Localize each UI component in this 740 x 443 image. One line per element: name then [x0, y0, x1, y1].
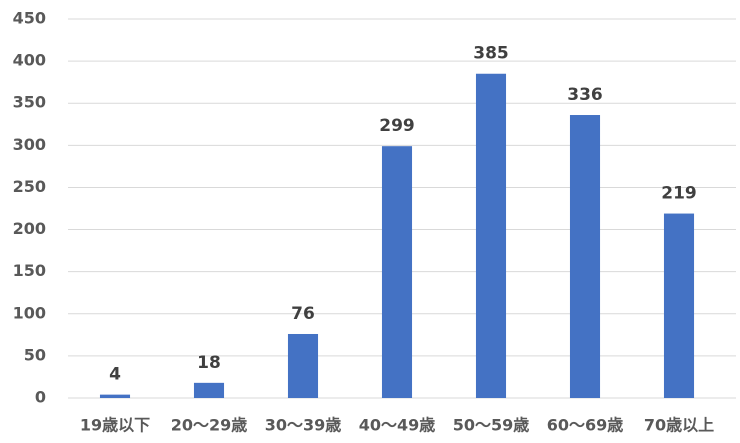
bar	[99, 394, 131, 398]
y-tick-label: 350	[13, 93, 46, 112]
bar	[193, 382, 225, 398]
x-tick-label: 60〜69歳	[547, 416, 624, 435]
y-tick-label: 450	[13, 9, 46, 28]
x-tick-label: 40〜49歳	[359, 416, 436, 435]
bar	[475, 73, 507, 398]
y-tick-label: 400	[13, 51, 46, 70]
y-tick-label: 0	[35, 388, 46, 407]
bar	[381, 146, 413, 398]
bar	[663, 213, 695, 398]
y-tick-label: 100	[13, 303, 46, 322]
bar	[287, 333, 319, 398]
y-tick-label: 200	[13, 219, 46, 238]
x-tick-label: 70歳以上	[644, 416, 714, 435]
x-tick-label: 19歳以下	[80, 416, 150, 435]
x-tick-label: 20〜29歳	[171, 416, 248, 435]
data-label: 385	[473, 44, 509, 64]
x-tick-label: 50〜59歳	[453, 416, 530, 435]
bar	[569, 115, 601, 398]
y-tick-label: 50	[24, 345, 46, 364]
data-label: 4	[109, 365, 121, 385]
y-tick-label: 150	[13, 261, 46, 280]
data-label: 76	[291, 304, 315, 324]
x-tick-label: 30〜39歳	[265, 416, 342, 435]
data-label: 336	[567, 85, 603, 105]
data-label: 299	[379, 116, 415, 136]
y-tick-label: 250	[13, 177, 46, 196]
data-label: 18	[197, 353, 221, 373]
data-label: 219	[661, 184, 697, 204]
y-tick-label: 300	[13, 135, 46, 154]
